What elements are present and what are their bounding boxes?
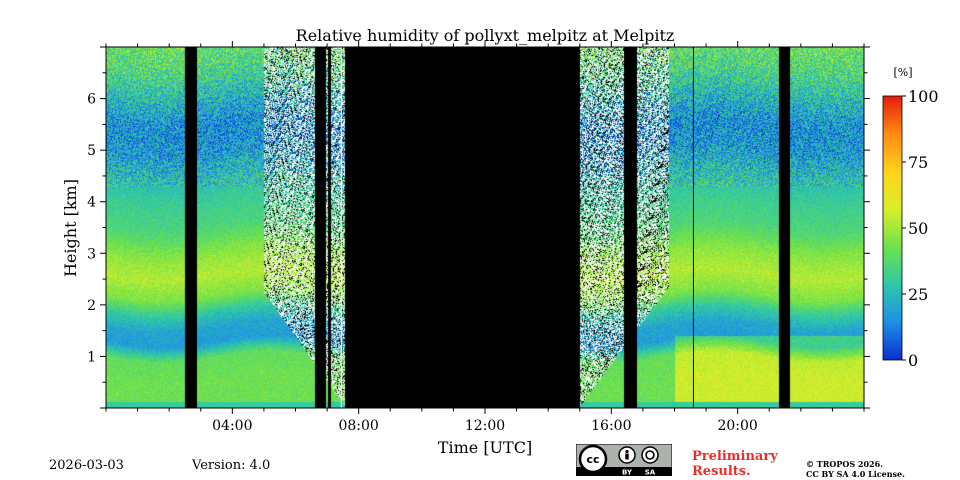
x-tick-label: 08:00: [338, 418, 378, 434]
preliminary-line-1: Preliminary: [692, 449, 778, 464]
cc-license-badge[interactable]: cc BY SA: [576, 444, 672, 476]
footer-date: 2026-03-03: [49, 458, 124, 473]
chart-title: Relative humidity of pollyxt_melpitz at …: [296, 26, 675, 45]
y-tick-label: 6: [87, 92, 96, 108]
copyright-notice: © TROPOS 2026. CC BY SA 4.0 License.: [806, 459, 905, 479]
x-tick-label: 12:00: [465, 418, 505, 434]
preliminary-line-2: Results.: [692, 464, 751, 479]
colorbar-tick-label: 100: [908, 87, 939, 106]
copyright-line-2: CC BY SA 4.0 License.: [806, 469, 905, 479]
x-tick-label: 16:00: [591, 418, 631, 434]
license-sa-label: SA: [645, 469, 656, 477]
humidity-raster: [106, 47, 864, 408]
copyright-line-1: © TROPOS 2026.: [806, 459, 883, 469]
license-by-label: BY: [622, 469, 633, 477]
y-axis-label: Height [km]: [61, 179, 80, 277]
attribution-icon: [618, 446, 636, 464]
y-tick-label: 5: [87, 143, 96, 159]
x-tick-label: 04:00: [212, 418, 252, 434]
colorbar: [882, 95, 903, 361]
y-axis: 1 2 3 4 5 6: [87, 46, 870, 409]
share-alike-icon: [641, 446, 659, 464]
colorbar-tick-label: 0: [908, 351, 918, 370]
footer-version: Version: 4.0: [192, 458, 271, 473]
colorbar-ticks: 0 25 50 75 100: [902, 87, 939, 370]
x-axis-label: Time [UTC]: [438, 438, 532, 457]
heatmap-area: [106, 47, 864, 408]
colorbar-unit: [%]: [893, 66, 912, 79]
x-axis: 04:00 08:00 12:00 16:00 20:00: [105, 41, 865, 434]
svg-text:cc: cc: [586, 453, 599, 466]
colorbar-tick-label: 25: [908, 285, 928, 304]
colorbar-tick-label: 50: [908, 219, 928, 238]
y-tick-label: 1: [87, 349, 96, 365]
preliminary-notice: Preliminary Results.: [692, 449, 778, 479]
y-tick-label: 3: [87, 246, 96, 262]
colorbar-tick-label: 75: [908, 153, 928, 172]
x-tick-label: 20:00: [717, 418, 757, 434]
y-tick-label: 4: [87, 195, 96, 211]
cc-logo-icon: cc: [578, 444, 608, 474]
y-tick-label: 2: [87, 298, 96, 314]
